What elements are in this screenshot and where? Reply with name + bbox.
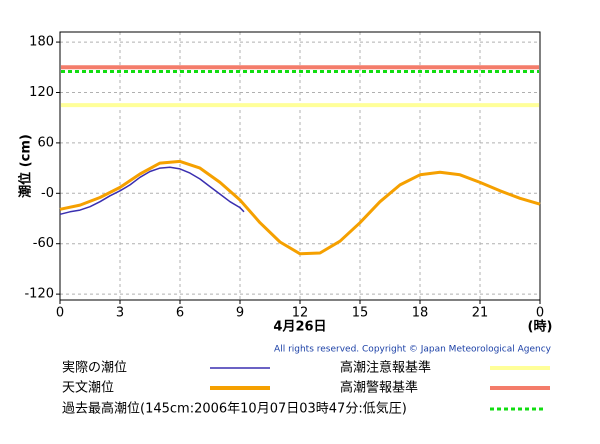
legend-label: 高潮注意報基準 (340, 360, 431, 376)
y-tick-label: -0 (41, 186, 54, 201)
legend-label: 実際の潮位 (62, 360, 127, 376)
legend-label: 天文潮位 (62, 381, 114, 396)
x-axis-label: 4月26日 (273, 320, 326, 335)
x-tick-label: 0 (56, 306, 64, 321)
x-tick-label: 12 (292, 306, 309, 321)
series-line (59, 166, 245, 216)
x-tick-label: 9 (236, 306, 244, 321)
x-tick-label: 21 (472, 306, 489, 321)
y-tick-label: -60 (33, 236, 54, 251)
legend-label: 過去最高潮位(145cm:2006年10月07日03時47分:低気圧) (62, 401, 407, 417)
copyright: All rights reserved. Copyright © Japan M… (274, 345, 552, 355)
x-tick-label: 18 (412, 306, 429, 321)
y-tick-label: 120 (29, 85, 54, 100)
x-tick-label: 15 (352, 306, 369, 321)
x-tick-label: 0 (536, 306, 544, 321)
y-tick-label: -120 (24, 287, 54, 302)
y-tick-label: 60 (37, 135, 54, 150)
y-axis-label: 潮位 (cm) (18, 134, 34, 198)
legend-label: 高潮警報基準 (340, 380, 418, 396)
y-tick-label: 180 (29, 35, 54, 50)
x-axis-unit: (時) (528, 319, 553, 335)
plot-frame (59, 31, 541, 301)
x-tick-label: 3 (116, 306, 124, 321)
series-line (59, 159, 541, 256)
x-tick-label: 6 (176, 306, 184, 321)
